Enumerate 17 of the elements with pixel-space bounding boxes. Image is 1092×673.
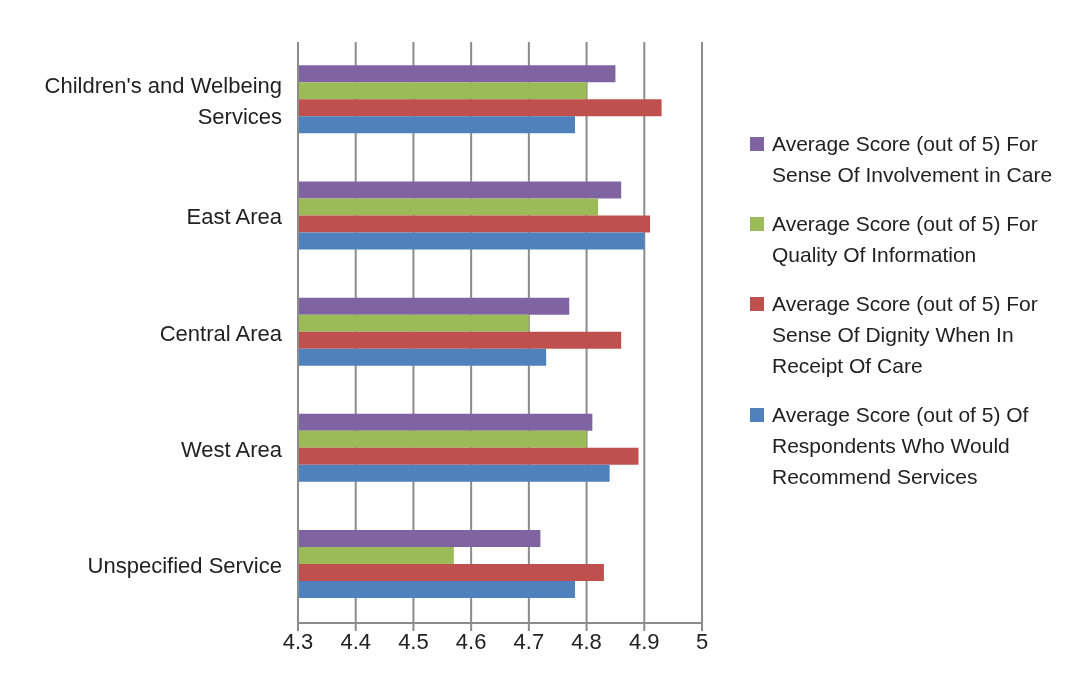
x-tick-label: 4.8 (571, 628, 602, 654)
y-tick-label: Central Area (159, 320, 283, 345)
x-tick-label: 4.5 (398, 628, 429, 654)
x-tick-label: 4.4 (340, 628, 372, 654)
legend-label: Average Score (out of 5) For Sense Of Involvement in Care (772, 131, 1054, 188)
y-tick-label: West Area (180, 436, 283, 462)
legend-label: Average Score (out of 5) Of Respondents Who Would Recommend Services (772, 402, 1030, 490)
y-tick-label: Children's and Welbeing Services (44, 72, 282, 129)
x-tick-label: 4.3 (282, 628, 314, 654)
x-tick-label: 4.6 (455, 628, 487, 654)
y-tick-label: Unspecified Service (87, 552, 282, 578)
x-tick-label: 5 (695, 628, 709, 654)
x-tick-label: 4.7 (513, 628, 545, 654)
y-tick-label: East Area (186, 203, 283, 229)
x-tick-label: 4.9 (628, 628, 660, 654)
legend-label: Average Score (out of 5) For Sense Of Dignity When In Receipt Of Care (772, 291, 1039, 379)
legend-label: Average Score (out of 5) For Quality Of Information (772, 211, 1039, 268)
